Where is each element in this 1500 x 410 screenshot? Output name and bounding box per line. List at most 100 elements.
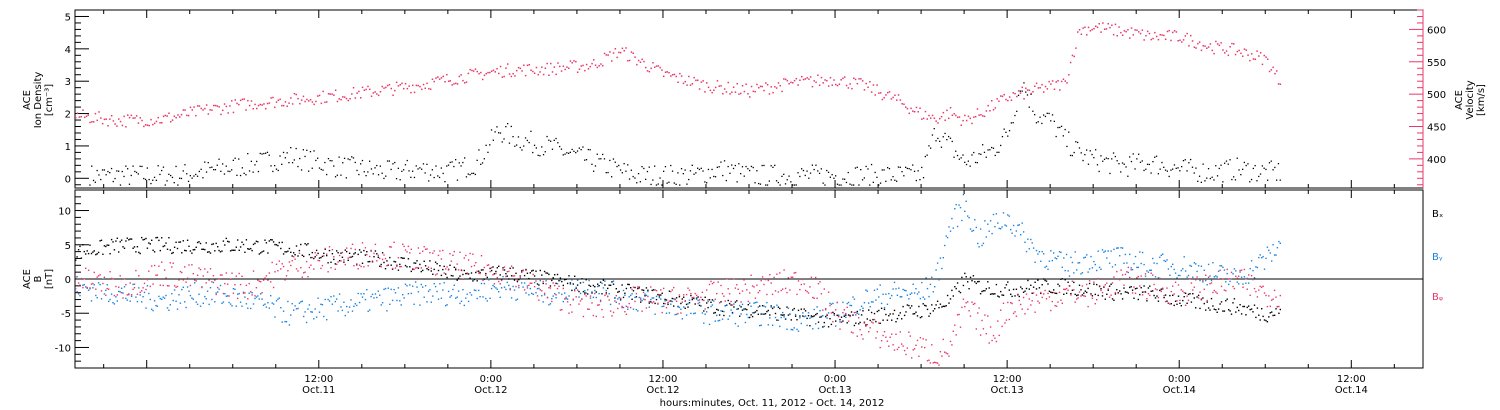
bx-point <box>288 247 291 250</box>
bx-point <box>1174 300 1177 302</box>
velocity-point <box>404 82 407 85</box>
density-axis-tick-label: 4 <box>65 45 71 56</box>
bz-point <box>919 337 922 339</box>
density-point <box>426 163 428 165</box>
velocity-point <box>392 94 394 96</box>
velocity-point <box>259 103 262 106</box>
density-point <box>351 156 353 158</box>
bz-point <box>802 278 804 281</box>
density-point <box>960 157 962 159</box>
density-point <box>112 180 114 183</box>
bx-point <box>159 249 161 252</box>
bz-point <box>1206 299 1208 302</box>
bz-point <box>204 268 206 270</box>
by-point <box>1226 272 1228 275</box>
bx-point <box>100 239 103 241</box>
bx-point <box>561 280 563 283</box>
bz-point <box>1114 291 1117 294</box>
density-point <box>863 177 865 179</box>
bz-point <box>397 257 400 259</box>
density-point <box>790 181 792 183</box>
bx-point <box>946 294 949 297</box>
velocity-point <box>227 112 229 114</box>
by-point <box>1100 268 1102 270</box>
bx-point <box>787 314 790 316</box>
density-point <box>415 165 417 167</box>
density-point <box>1250 178 1253 181</box>
bz-point <box>360 265 362 268</box>
bz-point <box>336 263 338 265</box>
velocity-point <box>291 103 294 105</box>
density-point <box>184 164 186 166</box>
bz-point <box>1063 288 1065 290</box>
velocity-point <box>424 87 426 89</box>
velocity-point <box>440 77 443 79</box>
bx-point <box>433 268 435 271</box>
density-point <box>1182 160 1185 162</box>
bz-point <box>1216 292 1218 294</box>
bz-point <box>630 306 632 309</box>
velocity-point <box>168 112 170 114</box>
velocity-point <box>539 71 541 73</box>
density-point <box>517 136 520 138</box>
density-point <box>919 179 921 181</box>
by-point <box>1000 228 1002 230</box>
bz-point <box>376 260 378 262</box>
density-point <box>939 140 941 142</box>
bx-point <box>806 317 808 320</box>
velocity-point <box>896 99 898 101</box>
bx-point <box>648 302 650 304</box>
bx-point <box>257 241 259 243</box>
velocity-point <box>342 96 344 98</box>
bz-point <box>929 362 932 364</box>
by-point <box>176 308 179 310</box>
bz-point <box>1025 293 1028 295</box>
by-point <box>219 284 222 287</box>
density-point <box>1030 93 1032 95</box>
bz-point <box>817 283 820 285</box>
density-point <box>342 162 344 164</box>
velocity-point <box>1030 92 1032 95</box>
velocity-point <box>132 117 134 119</box>
velocity-point <box>854 78 857 81</box>
by-point <box>282 310 285 312</box>
density-point <box>252 171 254 173</box>
by-point <box>344 314 346 317</box>
bx-point <box>759 305 761 307</box>
x-axis-title: hours:minutes, Oct. 11, 2012 - Oct. 14, … <box>660 398 885 409</box>
by-point <box>367 310 369 312</box>
velocity-point <box>198 105 201 107</box>
bx-point <box>1073 281 1075 284</box>
bx-point <box>935 304 937 306</box>
bz-point <box>839 328 841 330</box>
bz-point <box>1139 285 1141 287</box>
by-point <box>493 286 496 288</box>
density-point <box>437 175 439 177</box>
bz-point <box>1086 283 1088 286</box>
velocity-point <box>555 73 557 76</box>
bx-point <box>437 269 440 272</box>
bx-point <box>229 250 232 252</box>
velocity-point <box>1209 43 1212 45</box>
bx-point <box>1025 287 1028 290</box>
bx-point <box>1103 286 1105 288</box>
density-point <box>542 154 545 156</box>
bz-point <box>942 338 944 341</box>
velocity-point <box>1213 52 1215 55</box>
bz-point <box>832 321 834 323</box>
velocity-point <box>809 76 812 78</box>
bz-point <box>400 265 402 268</box>
velocity-point <box>551 71 554 73</box>
by-point <box>1057 255 1059 257</box>
by-point <box>1129 253 1131 256</box>
density-point <box>560 148 563 150</box>
bx-point <box>270 239 272 241</box>
by-point <box>690 312 692 315</box>
bz-point <box>1252 278 1254 281</box>
bx-point <box>96 253 98 255</box>
bx-point <box>804 310 807 312</box>
by-point <box>711 304 714 306</box>
density-point <box>956 154 959 157</box>
bx-point <box>849 314 851 317</box>
bx-point <box>285 251 288 253</box>
